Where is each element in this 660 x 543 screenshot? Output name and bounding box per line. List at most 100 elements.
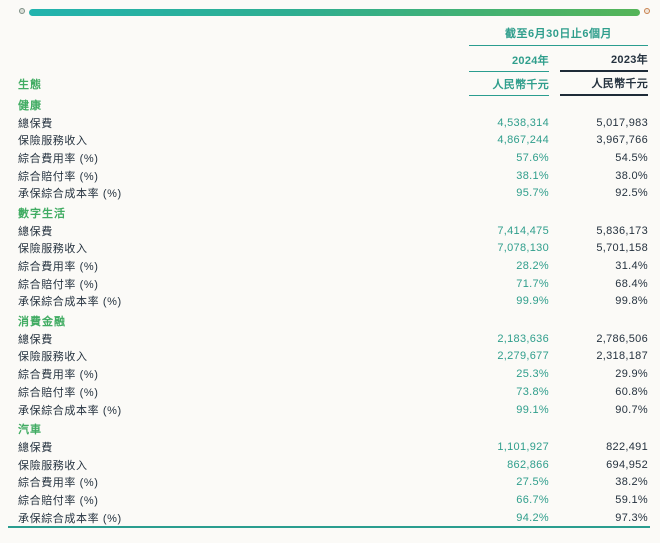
period-header: 截至6月30日止6個月 xyxy=(469,22,648,46)
segment-results-table: 截至6月30日止6個月 2024年 2023年 生態 人民幣千元 人民幣千元 健… xyxy=(18,22,648,527)
table-row: 保險服務收入 7,078,130 5,701,158 xyxy=(18,240,648,258)
unit-2024-header: 人民幣千元 xyxy=(469,72,549,96)
divider-left-handle-icon xyxy=(19,8,25,14)
gradient-divider-bar xyxy=(29,9,640,16)
value-2023: 2,318,187 xyxy=(596,350,648,363)
value-2024: 1,101,927 xyxy=(497,440,549,453)
metric-label: 總保費 xyxy=(18,225,53,238)
metric-label: 綜合費用率 (%) xyxy=(18,477,99,490)
unit-header-row: 生態 人民幣千元 人民幣千元 xyxy=(18,72,648,96)
table-row: 綜合費用率 (%) 28.2% 31.4% xyxy=(18,257,648,275)
table-row: 綜合賠付率 (%) 71.7% 68.4% xyxy=(18,275,648,293)
table-row: 綜合賠付率 (%) 38.1% 38.0% xyxy=(18,167,648,185)
value-2023: 31.4% xyxy=(615,260,648,273)
value-2023: 5,836,173 xyxy=(596,224,648,237)
table-row: 承保綜合成本率 (%) 99.9% 99.8% xyxy=(18,293,648,311)
metric-label: 總保費 xyxy=(18,441,53,454)
value-2023: 90.7% xyxy=(615,403,648,416)
value-2023: 5,017,983 xyxy=(596,116,648,129)
period-header-row: 截至6月30日止6個月 xyxy=(18,22,648,46)
value-2024: 95.7% xyxy=(516,187,549,200)
table-row: 保險服務收入 4,867,244 3,967,766 xyxy=(18,131,648,149)
value-2024: 27.5% xyxy=(516,476,549,489)
year-2024-header: 2024年 xyxy=(469,46,549,72)
value-2023: 59.1% xyxy=(615,493,648,506)
value-2023: 822,491 xyxy=(606,440,648,453)
metric-label: 綜合賠付率 (%) xyxy=(18,278,99,291)
metric-label: 保險服務收入 xyxy=(18,351,88,364)
metric-label: 承保綜合成本率 (%) xyxy=(18,404,122,417)
table-row: 綜合費用率 (%) 25.3% 29.9% xyxy=(18,365,648,383)
section-header-auto: 汽車 xyxy=(18,424,42,437)
unit-2023-header: 人民幣千元 xyxy=(560,72,648,96)
value-2024: 25.3% xyxy=(516,368,549,381)
metric-label: 保險服務收入 xyxy=(18,459,88,472)
section-header-health: 健康 xyxy=(18,99,42,112)
value-2024: 2,279,677 xyxy=(497,350,549,363)
metric-label: 保險服務收入 xyxy=(18,135,88,148)
metric-label: 承保綜合成本率 (%) xyxy=(18,512,122,525)
value-2023: 38.0% xyxy=(615,169,648,182)
metric-label: 總保費 xyxy=(18,333,53,346)
year-2023-header: 2023年 xyxy=(560,46,648,72)
metric-label: 保險服務收入 xyxy=(18,243,88,256)
value-2023: 99.8% xyxy=(615,295,648,308)
table-row: 綜合費用率 (%) 57.6% 54.5% xyxy=(18,149,648,167)
value-2024: 71.7% xyxy=(516,277,549,290)
table-row: 總保費 2,183,636 2,786,506 xyxy=(18,330,648,348)
value-2024: 73.8% xyxy=(516,385,549,398)
metric-label: 綜合費用率 (%) xyxy=(18,369,99,382)
divider-right-handle-icon xyxy=(644,8,650,14)
table-row: 綜合費用率 (%) 27.5% 38.2% xyxy=(18,473,648,491)
spacer xyxy=(18,46,469,72)
ecosystem-label: 生態 xyxy=(18,79,42,91)
section-header-consumer-finance: 消費金融 xyxy=(18,316,66,329)
spacer xyxy=(18,22,469,46)
metric-label: 總保費 xyxy=(18,117,53,130)
value-2023: 60.8% xyxy=(615,385,648,398)
table-row: 保險服務收入 862,866 694,952 xyxy=(18,456,648,474)
table-bottom-rule xyxy=(8,526,650,528)
value-2023: 5,701,158 xyxy=(596,242,648,255)
table-row: 保險服務收入 2,279,677 2,318,187 xyxy=(18,348,648,366)
value-2024: 7,414,475 xyxy=(497,224,549,237)
value-2024: 7,078,130 xyxy=(497,242,549,255)
value-2023: 3,967,766 xyxy=(596,134,648,147)
value-2024: 99.9% xyxy=(516,295,549,308)
metric-label: 綜合費用率 (%) xyxy=(18,152,99,165)
value-2023: 694,952 xyxy=(606,458,648,471)
value-2024: 2,183,636 xyxy=(497,332,549,345)
value-2024: 4,867,244 xyxy=(497,134,549,147)
value-2023: 68.4% xyxy=(615,277,648,290)
value-2024: 38.1% xyxy=(516,169,549,182)
value-2024: 4,538,314 xyxy=(497,116,549,129)
value-2023: 2,786,506 xyxy=(596,332,648,345)
value-2024: 99.1% xyxy=(516,403,549,416)
year-header-row: 2024年 2023年 xyxy=(18,46,648,72)
metric-label: 綜合賠付率 (%) xyxy=(18,386,99,399)
table-row: 總保費 7,414,475 5,836,173 xyxy=(18,222,648,240)
value-2023: 54.5% xyxy=(615,151,648,164)
value-2023: 38.2% xyxy=(615,476,648,489)
table-row: 承保綜合成本率 (%) 99.1% 90.7% xyxy=(18,401,648,419)
table-row: 總保費 1,101,927 822,491 xyxy=(18,438,648,456)
value-2023: 97.3% xyxy=(615,511,648,524)
metric-label: 承保綜合成本率 (%) xyxy=(18,296,122,309)
value-2024: 57.6% xyxy=(516,151,549,164)
value-2024: 28.2% xyxy=(516,260,549,273)
value-2024: 862,866 xyxy=(507,458,549,471)
value-2023: 29.9% xyxy=(615,368,648,381)
value-2023: 92.5% xyxy=(615,187,648,200)
table-row: 綜合賠付率 (%) 66.7% 59.1% xyxy=(18,491,648,509)
table-row: 總保費 4,538,314 5,017,983 xyxy=(18,114,648,132)
value-2024: 66.7% xyxy=(516,493,549,506)
metric-label: 綜合賠付率 (%) xyxy=(18,170,99,183)
table-row: 綜合賠付率 (%) 73.8% 60.8% xyxy=(18,383,648,401)
section-header-digital-life: 數字生活 xyxy=(18,207,66,220)
table-row: 承保綜合成本率 (%) 94.2% 97.3% xyxy=(18,509,648,527)
metric-label: 綜合費用率 (%) xyxy=(18,261,99,274)
metric-label: 承保綜合成本率 (%) xyxy=(18,188,122,201)
table-row: 承保綜合成本率 (%) 95.7% 92.5% xyxy=(18,184,648,202)
value-2024: 94.2% xyxy=(516,511,549,524)
metric-label: 綜合賠付率 (%) xyxy=(18,494,99,507)
